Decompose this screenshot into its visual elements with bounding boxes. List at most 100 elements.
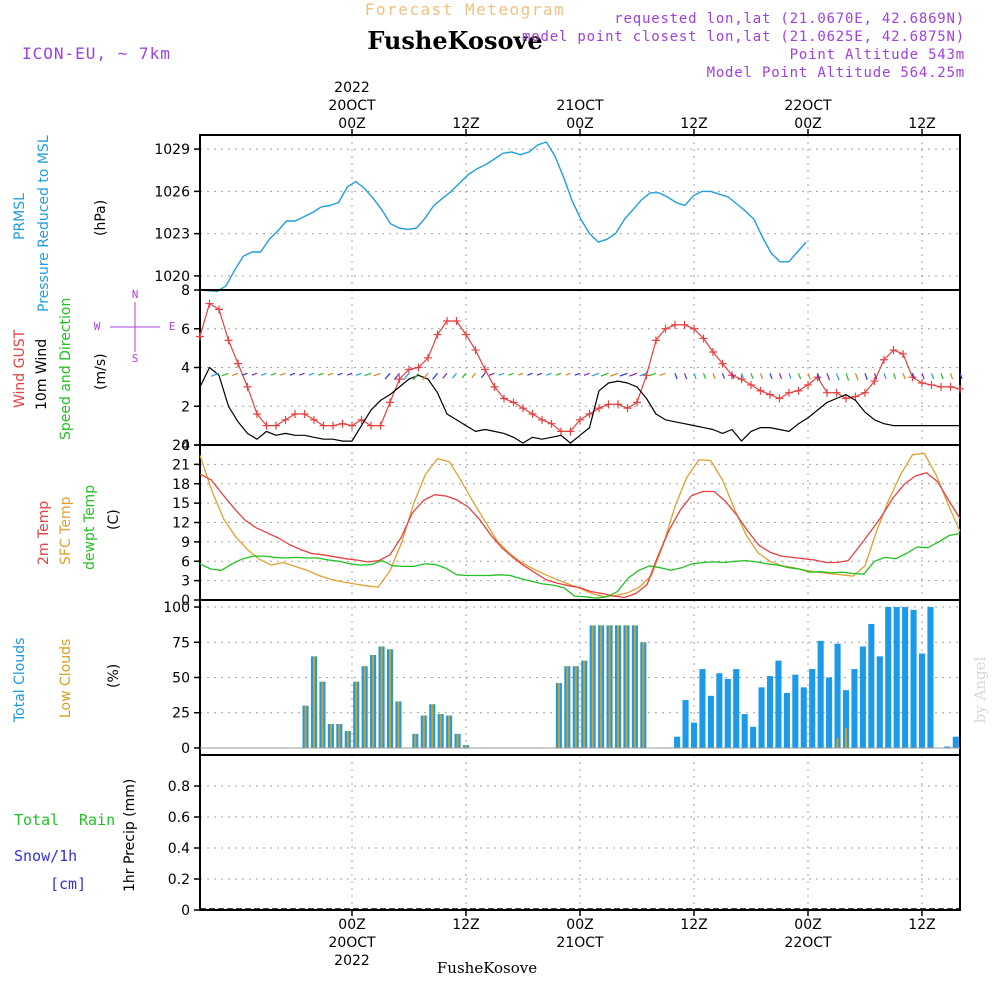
gust-marker xyxy=(243,382,252,391)
cloud-unit: (%) xyxy=(106,664,122,688)
clouds-ytick-label: 75 xyxy=(172,635,190,651)
wind-direction-arrow xyxy=(327,372,334,376)
plot-layer: 1020102310261029024680369121518212402550… xyxy=(154,80,964,969)
low-cloud-bar xyxy=(338,724,341,748)
top-time-label: 22OCT xyxy=(784,98,832,114)
low-cloud-bar xyxy=(591,625,594,748)
total-cloud-bar xyxy=(944,746,951,748)
low-cloud-bar xyxy=(355,681,358,748)
wind-direction-arrow xyxy=(355,372,362,376)
cloud-labels: Total Clouds Low Clouds (%) xyxy=(12,638,122,723)
gust-marker xyxy=(462,330,470,339)
top-time-label: 2022 xyxy=(334,80,370,96)
wind-direction-arrow xyxy=(911,373,916,380)
gust-marker xyxy=(291,410,299,418)
wind-direction-arrow xyxy=(422,372,429,381)
station-name: FusheKosove xyxy=(367,26,542,55)
low-cloud-bar xyxy=(329,724,332,748)
total-cloud-bar xyxy=(851,669,858,748)
wind-direction-arrow xyxy=(712,373,716,379)
wind-direction-arrow xyxy=(451,372,457,379)
gust-marker xyxy=(215,305,223,314)
wind-direction-arrow xyxy=(546,372,552,376)
wind-direction-arrow xyxy=(873,373,878,380)
pressure-ytick-label: 1029 xyxy=(154,142,190,158)
gust-marker xyxy=(557,427,565,436)
gust-marker xyxy=(500,394,508,403)
wind-direction-arrow xyxy=(527,372,533,376)
wind-direction-arrow xyxy=(921,373,925,380)
gust-marker xyxy=(823,388,831,397)
gust-marker xyxy=(633,398,641,407)
wind-direction-arrow xyxy=(797,373,802,380)
wind-direction-arrow xyxy=(221,372,229,377)
total-cloud-bar xyxy=(674,736,681,748)
wind-direction-arrow xyxy=(940,373,944,380)
wind-direction-arrow xyxy=(412,372,419,381)
wind-direction-arrow xyxy=(883,373,887,380)
gust-marker xyxy=(699,334,708,343)
gust-marker xyxy=(234,359,242,368)
bottom-time-label: 00Z xyxy=(566,917,593,933)
bottom-time-label: 12Z xyxy=(680,917,707,933)
wind-direction-arrow xyxy=(289,372,296,376)
gust-marker xyxy=(357,415,366,424)
total-cloud-bar xyxy=(893,607,900,748)
gust-marker xyxy=(889,346,898,355)
wind-direction-arrow xyxy=(242,372,248,376)
total-cloud-bar xyxy=(910,609,917,748)
temp-ytick-label: 21 xyxy=(172,457,190,473)
clouds-panel: 0 25 50 75 100 xyxy=(163,599,961,757)
total-cloud-bar xyxy=(809,669,816,748)
wind-direction-arrow xyxy=(299,372,305,376)
wind-direction-arrow xyxy=(816,373,821,380)
low-cloud-bar xyxy=(633,625,636,748)
gust-marker xyxy=(870,377,879,386)
gust-marker xyxy=(918,379,926,387)
low-cloud-bar xyxy=(608,625,611,748)
model-point-altitude: Model Point Altitude 564.25m xyxy=(707,65,965,81)
low-cloud-bar xyxy=(583,660,586,748)
gust-marker xyxy=(728,371,736,380)
temp-label-dewpt: dewpt Temp xyxy=(82,485,98,570)
top-time-label: 21OCT xyxy=(556,98,604,114)
gust-marker xyxy=(576,415,584,424)
bottom-time-label: 12Z xyxy=(452,917,479,933)
gust-marker xyxy=(538,415,546,424)
compass-north: N xyxy=(132,288,139,301)
total-cloud-bar xyxy=(868,623,875,748)
gust-marker xyxy=(585,410,594,418)
gust-marker xyxy=(927,380,936,389)
bottom-time-label: 21OCT xyxy=(556,935,604,951)
gust-marker xyxy=(861,388,869,397)
low-cloud-bar xyxy=(616,625,620,748)
total-cloud-bar xyxy=(800,687,807,748)
total-cloud-bar xyxy=(724,678,731,748)
gust-marker xyxy=(424,353,432,362)
total-cloud-bar xyxy=(750,726,757,748)
gust-marker xyxy=(224,336,233,345)
precip-ytick-label: 0.6 xyxy=(168,810,190,826)
cloud-label-total: Total Clouds xyxy=(12,638,28,723)
wind-direction-arrow xyxy=(210,372,220,377)
wind-direction-arrow xyxy=(536,372,543,376)
wind-direction-arrow xyxy=(373,372,381,377)
total-cloud-bar xyxy=(741,714,748,748)
wind-ytick-label: 2 xyxy=(181,399,190,415)
total-cloud-bar xyxy=(758,687,765,748)
gust-marker xyxy=(433,330,442,339)
gust-marker xyxy=(519,404,527,413)
low-cloud-bar xyxy=(574,666,577,748)
gust-marker xyxy=(604,400,613,409)
precip-unit: 1hr Precip (mm) xyxy=(122,779,138,892)
gust-marker xyxy=(481,365,489,374)
wind-direction-arrow xyxy=(583,372,590,376)
pressure-ytick-label: 1026 xyxy=(154,184,190,200)
gust-marker xyxy=(851,392,860,401)
total-cloud-bar xyxy=(927,607,934,748)
precip-label-total: Total xyxy=(14,811,59,829)
precip-label-cm: [cm] xyxy=(50,875,86,893)
precip-label-snow: Snow/1h xyxy=(14,847,77,865)
wind-direction-arrow xyxy=(778,373,783,379)
bottom-time-label: 00Z xyxy=(794,917,821,933)
